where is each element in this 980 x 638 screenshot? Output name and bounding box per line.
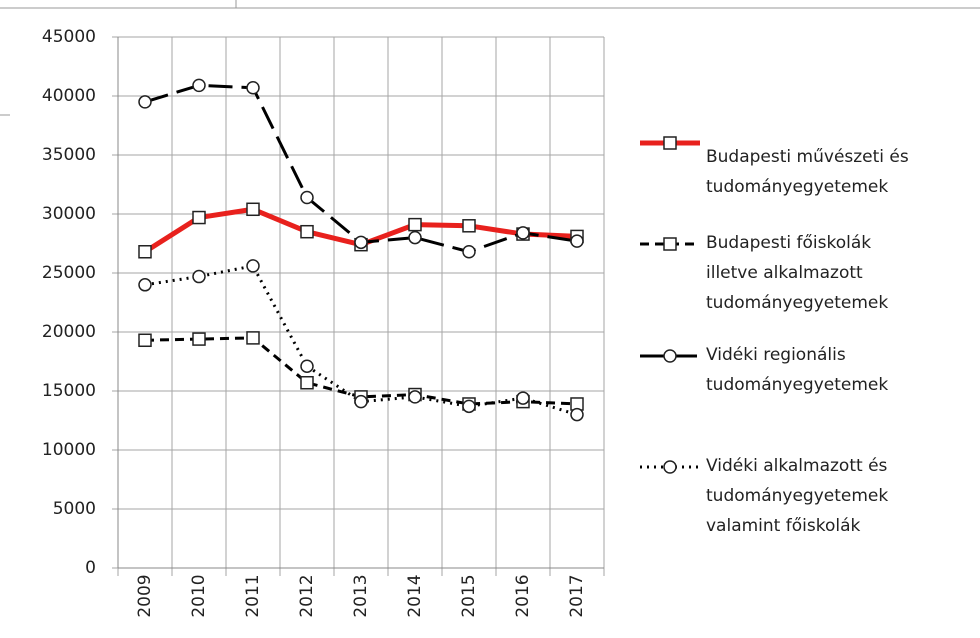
legend-marker — [663, 136, 677, 150]
data-point — [192, 269, 206, 284]
x-tick-label: 2010 — [189, 574, 209, 617]
data-point — [570, 407, 584, 422]
data-point — [462, 219, 476, 233]
series-line — [144, 336, 578, 406]
data-point — [300, 224, 314, 239]
data-point — [300, 359, 314, 373]
data-point — [408, 217, 422, 232]
data-point — [462, 245, 476, 259]
x-tick-label: 2017 — [567, 574, 587, 617]
y-tick-label: 40000 — [42, 86, 96, 106]
data-point — [246, 259, 260, 273]
y-tick-label: 0 — [85, 558, 96, 578]
x-tick-label: 2012 — [297, 574, 317, 617]
data-point — [354, 235, 368, 250]
data-point — [192, 332, 206, 346]
y-tick-label: 15000 — [42, 381, 96, 401]
y-tick-label: 30000 — [42, 204, 96, 224]
data-point — [192, 210, 206, 225]
data-point — [138, 333, 152, 348]
y-tick-label: 35000 — [42, 145, 96, 165]
y-tick-label: 5000 — [53, 499, 96, 519]
legend-marker — [663, 460, 677, 474]
data-point — [408, 390, 422, 404]
legend-marker — [663, 237, 677, 251]
x-tick-label: 2013 — [351, 574, 371, 617]
legend-label: Budapesti főiskolák illetve alkalmazott … — [706, 233, 889, 313]
series-line — [144, 83, 578, 254]
legend-label: Vidéki regionális tudományegyetemek — [706, 345, 889, 395]
y-tick-label: 10000 — [42, 440, 96, 460]
x-tick-label: 2015 — [459, 574, 479, 617]
legend-label: Budapesti művészeti és tudományegyetemek — [706, 147, 909, 197]
data-point — [408, 230, 422, 245]
data-point — [354, 394, 368, 409]
x-tick-label: 2011 — [243, 574, 263, 617]
y-tick-label: 25000 — [42, 263, 96, 283]
x-tick-label: 2014 — [405, 574, 425, 617]
data-point — [516, 226, 530, 240]
data-point — [246, 80, 260, 95]
data-point — [300, 375, 314, 390]
legend-marker — [663, 349, 677, 363]
data-point — [246, 331, 260, 345]
data-point — [570, 234, 584, 248]
data-point — [138, 245, 152, 259]
legend-label: Vidéki alkalmazott és tudományegyetemek … — [706, 456, 889, 536]
data-point — [516, 391, 530, 405]
data-point — [138, 95, 152, 109]
y-tick-label: 45000 — [42, 27, 96, 47]
x-tick-label: 2009 — [135, 574, 155, 617]
data-point — [138, 278, 152, 292]
data-point — [246, 202, 260, 217]
data-point — [192, 78, 206, 93]
data-point — [462, 399, 476, 414]
y-tick-label: 20000 — [42, 322, 96, 342]
x-tick-label: 2016 — [513, 574, 533, 617]
data-point — [300, 190, 314, 205]
